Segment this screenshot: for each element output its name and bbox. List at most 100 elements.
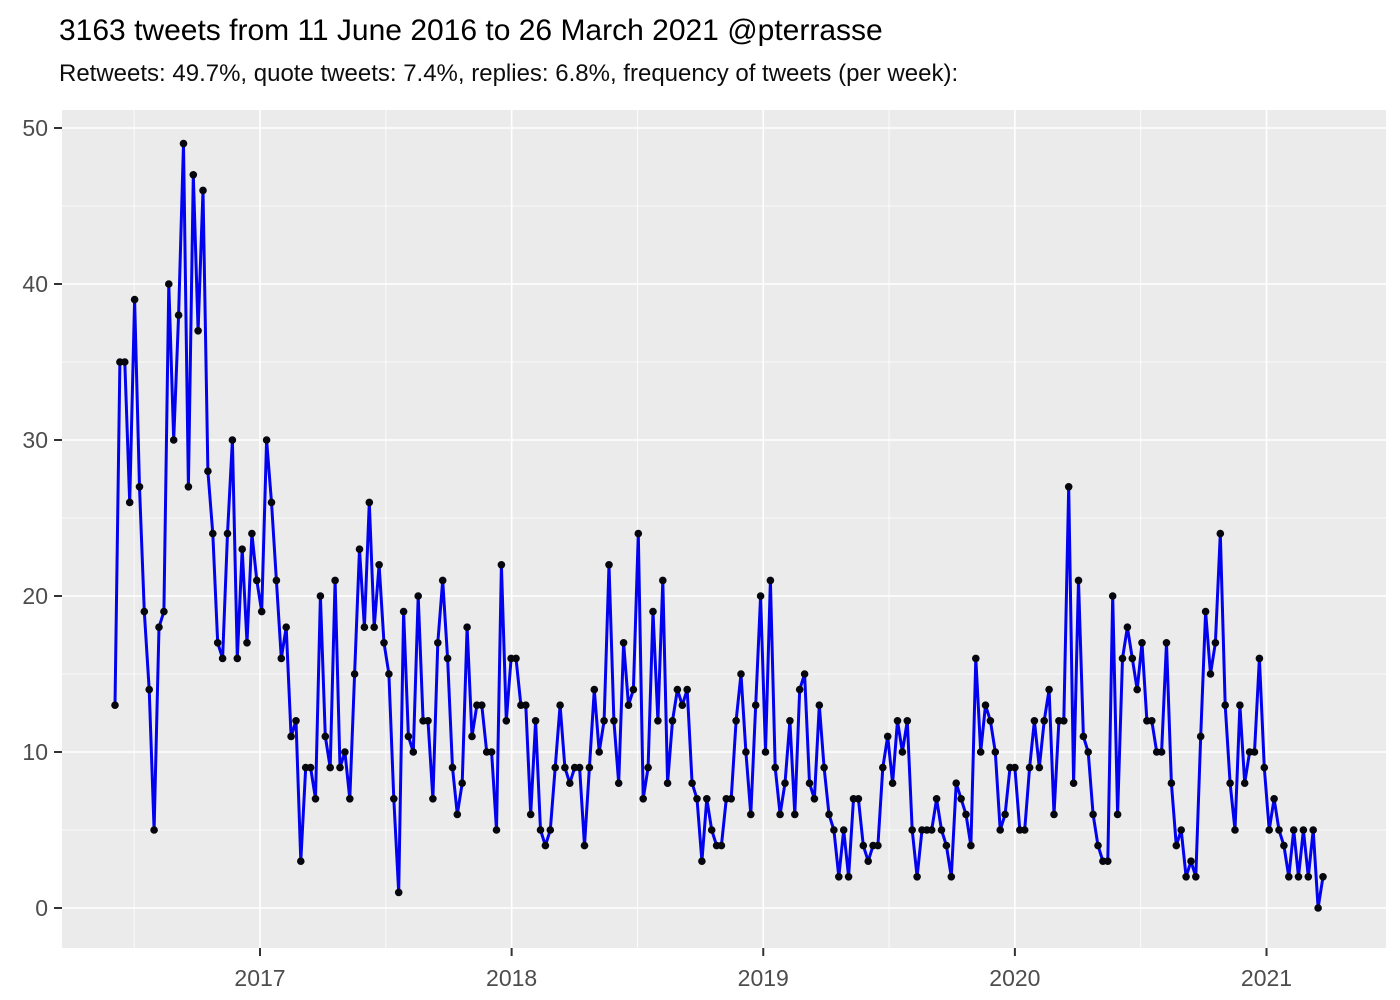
data-point (1255, 654, 1264, 663)
data-point (1069, 779, 1078, 787)
data-point (458, 779, 467, 787)
data-point (111, 701, 119, 709)
y-axis-tick-label: 40 (22, 271, 48, 297)
data-point (541, 841, 550, 850)
data-point (1211, 639, 1220, 647)
data-point (150, 826, 158, 834)
data-point (1035, 763, 1044, 772)
data-point (1108, 592, 1117, 600)
data-point (908, 826, 916, 834)
data-point (972, 654, 980, 663)
data-point (360, 623, 369, 631)
data-point (585, 763, 594, 772)
data-point (1192, 873, 1200, 881)
data-point (350, 670, 359, 678)
data-point (365, 498, 374, 507)
data-point (487, 748, 496, 756)
data-point (125, 498, 134, 507)
data-point (820, 763, 828, 772)
data-point (976, 748, 985, 756)
data-point (947, 873, 956, 881)
data-point (727, 795, 735, 803)
data-point (1074, 576, 1083, 585)
data-point (448, 763, 457, 772)
data-point (1123, 623, 1132, 631)
data-point (776, 810, 784, 819)
data-point (267, 498, 276, 507)
data-point (1138, 639, 1146, 647)
data-point (145, 685, 153, 694)
data-point (404, 732, 413, 741)
data-point (546, 826, 555, 834)
x-axis-tick-label: 2021 (1241, 965, 1292, 991)
data-point (1270, 795, 1278, 803)
data-point (717, 841, 726, 850)
data-point (1079, 732, 1088, 741)
data-point (634, 529, 643, 538)
data-point (952, 779, 960, 787)
data-point (1113, 810, 1122, 819)
data-point (957, 795, 965, 803)
data-point (1030, 717, 1039, 725)
data-point (238, 545, 246, 553)
data-point (1148, 717, 1156, 725)
y-axis-tick-label: 0 (35, 895, 48, 921)
data-point (438, 576, 447, 585)
data-point (1221, 701, 1229, 709)
data-point (1196, 732, 1205, 741)
data-point (522, 701, 530, 709)
data-point (575, 763, 584, 772)
data-point (492, 826, 501, 834)
data-point (135, 483, 144, 491)
data-point (331, 576, 339, 585)
data-point (277, 654, 286, 663)
data-point (663, 779, 672, 787)
data-point (688, 779, 696, 787)
data-point (1216, 529, 1225, 538)
data-point (1260, 763, 1269, 772)
data-point (1275, 826, 1283, 834)
data-point (678, 701, 687, 709)
data-point (937, 826, 946, 834)
data-point (629, 685, 638, 694)
data-point (605, 561, 613, 569)
data-point (771, 763, 779, 772)
data-point (468, 732, 476, 741)
data-point (967, 841, 975, 850)
data-point (844, 873, 853, 881)
data-point (932, 795, 941, 803)
data-point (879, 763, 887, 772)
data-point (434, 639, 442, 647)
data-point (835, 873, 843, 881)
data-point (1236, 701, 1244, 709)
data-point (189, 171, 198, 179)
data-point (1001, 810, 1009, 819)
data-point (341, 748, 349, 756)
data-point (394, 888, 403, 897)
data-point (1050, 810, 1058, 819)
data-point (854, 795, 863, 803)
data-point (1104, 857, 1112, 865)
data-point (874, 841, 882, 850)
data-point (526, 810, 535, 819)
data-point (761, 748, 770, 756)
data-point (1089, 810, 1097, 819)
data-point (1128, 654, 1137, 663)
data-point (1280, 841, 1288, 850)
data-point (751, 701, 760, 709)
data-point (390, 795, 398, 803)
data-point (1133, 685, 1141, 694)
data-point (1045, 685, 1053, 694)
data-point (1304, 873, 1313, 881)
data-point (1294, 873, 1303, 881)
data-point (1025, 763, 1034, 772)
data-point (644, 763, 652, 772)
data-point (287, 732, 295, 741)
data-point (204, 467, 212, 476)
data-point (297, 857, 305, 865)
data-point (991, 748, 1000, 756)
data-point (839, 826, 848, 834)
data-point (673, 685, 682, 694)
data-point (248, 529, 256, 538)
